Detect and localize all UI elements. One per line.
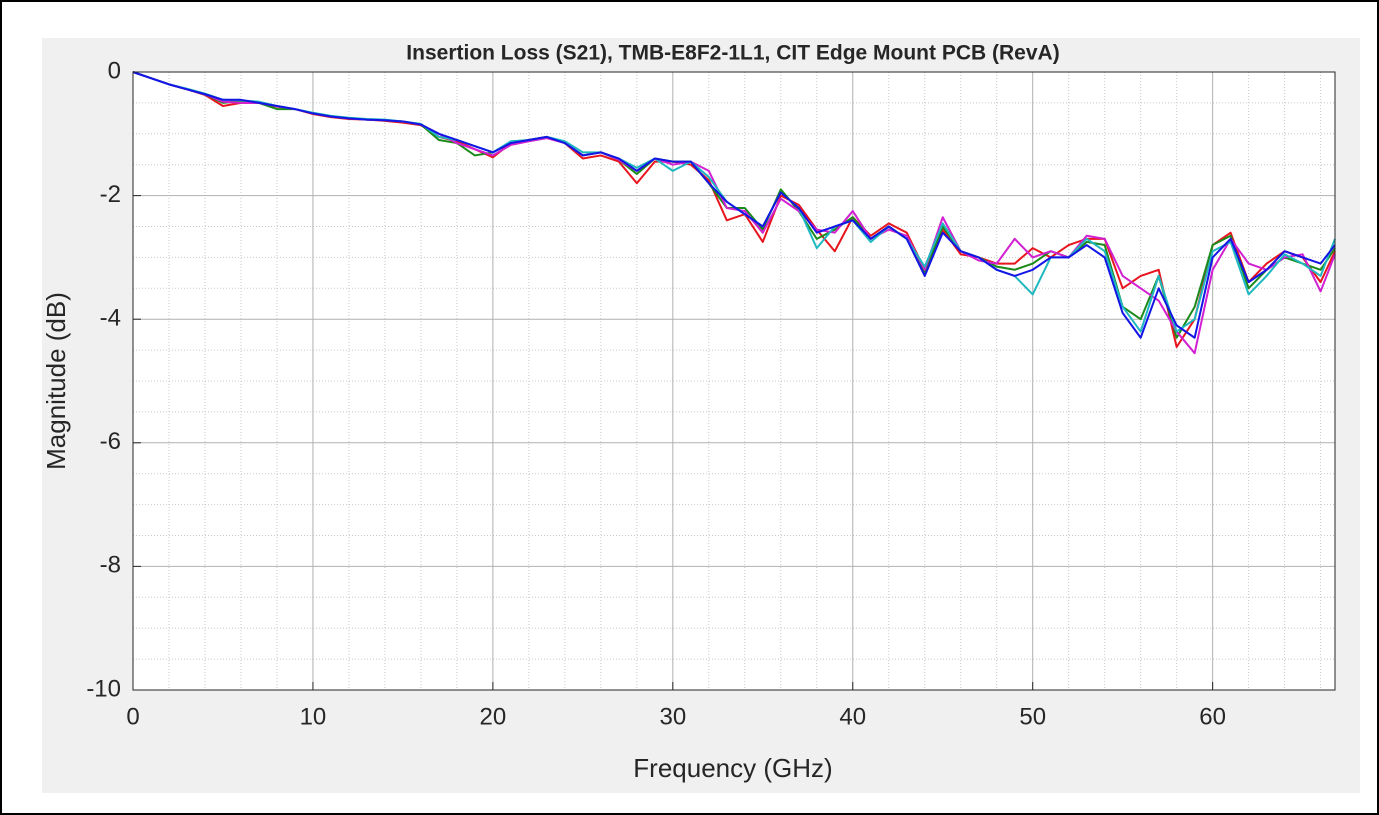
x-tick-label: 60 xyxy=(1199,703,1226,730)
plot-border xyxy=(132,71,1336,691)
x-tick-label: 50 xyxy=(1019,703,1046,730)
y-tick-label: -4 xyxy=(100,305,121,332)
x-axis-label: Frequency (GHz) xyxy=(633,753,832,783)
y-tick-label: -6 xyxy=(100,428,121,455)
y-tick-label: -8 xyxy=(100,552,121,579)
x-tick-label: 40 xyxy=(839,703,866,730)
grid xyxy=(132,71,1335,691)
x-tick-label: 20 xyxy=(480,703,507,730)
ticks: 0 10 20 30 40 50 60 -10 -8 -6 -4 -2 0 xyxy=(86,57,1226,730)
y-tick-label: -10 xyxy=(86,675,121,702)
series-line xyxy=(132,71,1336,339)
x-tick-label: 0 xyxy=(126,703,139,730)
y-axis-label: Magnitude (dB) xyxy=(41,292,71,470)
y-tick-label: -2 xyxy=(100,181,121,208)
lines xyxy=(132,71,1336,355)
x-tick-label: 30 xyxy=(659,703,686,730)
chart-title: Insertion Loss (S21), TMB-E8F2-1L1, CIT … xyxy=(406,42,1059,65)
x-tick-label: 10 xyxy=(300,703,327,730)
y-tick-label: 0 xyxy=(108,57,121,84)
